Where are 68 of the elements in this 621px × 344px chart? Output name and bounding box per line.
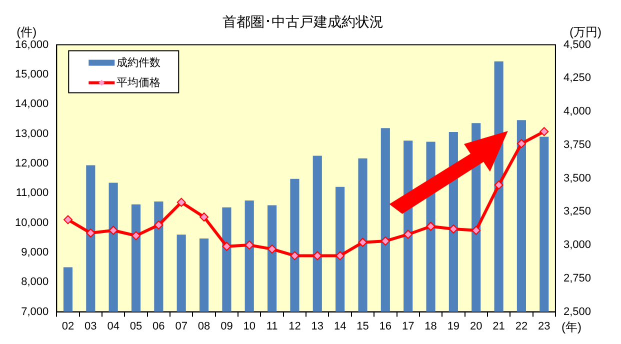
point <box>63 215 72 224</box>
point <box>540 127 549 136</box>
y-tick-label: 15,000 <box>14 68 49 80</box>
y-axis-title: (件) <box>16 25 37 40</box>
y2-tick-label: 2,750 <box>563 272 592 284</box>
point <box>200 212 209 222</box>
y-tick-label: 16,000 <box>14 38 49 51</box>
chart-title: 首都圏･中古戸建成約状況 <box>222 13 384 30</box>
x-tick-label: 15 <box>356 320 369 332</box>
point <box>222 242 232 251</box>
x-tick-label: 21 <box>492 320 505 332</box>
x-tick-label: 11 <box>266 320 278 332</box>
x-tick-label: 23 <box>538 320 550 332</box>
x-tick-label: 14 <box>334 320 346 332</box>
point <box>448 224 458 234</box>
y-tick-label: 8,000 <box>21 276 49 288</box>
point <box>154 220 164 230</box>
x-tick-label: 22 <box>515 320 528 332</box>
x-axis-title: (年) <box>561 320 582 334</box>
y2-tick-label: 4,000 <box>563 106 592 118</box>
x-tick-label: 06 <box>152 320 165 332</box>
y2-tick-label: 4,500 <box>563 38 592 51</box>
y-tick-label: 9,000 <box>21 246 49 258</box>
point <box>472 226 481 235</box>
point <box>380 236 390 246</box>
point <box>290 251 300 260</box>
y2-tick-label: 3,250 <box>563 206 592 218</box>
y-tick-label: 7,000 <box>21 306 49 318</box>
legend-label: 成約件数 <box>116 56 161 69</box>
y-tick-label: 13,000 <box>14 128 49 140</box>
point <box>268 244 277 254</box>
x-tick-label: 05 <box>130 320 142 332</box>
point <box>336 251 345 260</box>
y2-tick-label: 3,500 <box>563 172 592 184</box>
y2-tick-label: 4,250 <box>563 72 592 84</box>
y2-tick-label: 2,500 <box>563 306 592 318</box>
point <box>176 198 186 207</box>
y2-tick-label: 3,000 <box>563 239 592 252</box>
point <box>86 228 96 238</box>
y-tick-label: 14,000 <box>14 98 49 110</box>
point <box>244 240 254 250</box>
point <box>494 180 504 190</box>
x-tick-label: 10 <box>243 320 256 332</box>
point <box>132 231 141 240</box>
x-tick-label: 13 <box>311 320 324 332</box>
y2-axis-title: (万円) <box>569 25 602 40</box>
y-tick-label: 10,000 <box>14 216 49 229</box>
point <box>358 238 368 247</box>
y2-tick-label: 3,750 <box>563 138 592 151</box>
y-tick-label: 11,000 <box>16 187 49 200</box>
x-tick-label: 03 <box>84 320 97 332</box>
x-tick-label: 02 <box>62 320 74 332</box>
x-tick-label: 12 <box>288 320 301 332</box>
x-tick-label: 09 <box>220 320 233 332</box>
x-tick-label: 17 <box>402 320 414 332</box>
x-tick-label: 04 <box>107 320 120 332</box>
x-tick-label: 19 <box>447 320 460 332</box>
point <box>516 139 526 148</box>
point <box>426 222 436 231</box>
y-tick-label: 12,000 <box>14 158 49 170</box>
point <box>404 230 413 239</box>
point <box>108 226 118 235</box>
x-tick-label: 18 <box>424 320 437 332</box>
x-tick-label: 08 <box>198 320 210 332</box>
x-tick-label: 16 <box>379 320 392 332</box>
x-tick-label: 07 <box>175 320 188 332</box>
x-tick-label: 20 <box>470 320 482 332</box>
legend-label: 平均価格 <box>116 76 161 89</box>
